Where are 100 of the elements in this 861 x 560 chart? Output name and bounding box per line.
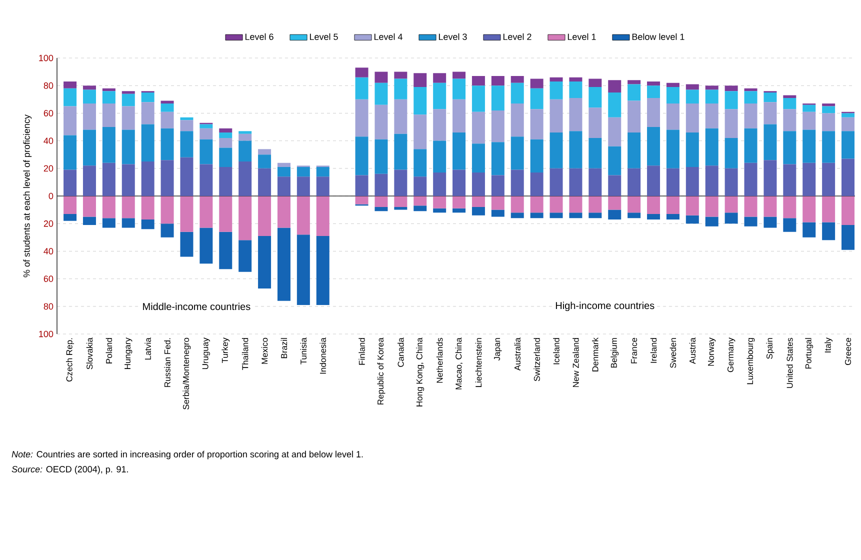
bar xyxy=(764,160,777,196)
bar xyxy=(647,86,660,98)
x-tick-label: Uruguay xyxy=(202,338,210,370)
bar xyxy=(277,228,290,301)
bar xyxy=(705,86,718,90)
bar xyxy=(842,196,855,225)
bar xyxy=(569,81,582,98)
bar xyxy=(550,196,563,213)
bar xyxy=(238,196,252,240)
x-tick-label: Hungary xyxy=(124,338,132,369)
bar xyxy=(628,196,641,213)
bar xyxy=(569,77,582,82)
bar xyxy=(200,128,213,140)
bar xyxy=(666,104,680,130)
y-tick-label: 60 xyxy=(44,276,54,282)
x-tick-label: Netherlands xyxy=(436,338,443,383)
bar xyxy=(608,210,622,220)
bar xyxy=(433,109,446,141)
bar xyxy=(238,140,252,162)
x-tick-label: Mexico xyxy=(261,338,268,364)
bar xyxy=(141,219,154,230)
bar xyxy=(102,127,116,163)
bar xyxy=(569,212,582,218)
bar xyxy=(180,196,194,232)
bar xyxy=(822,131,836,163)
bar xyxy=(200,196,213,228)
bar xyxy=(472,144,485,173)
bar xyxy=(433,73,446,83)
x-tick-label: Spain xyxy=(766,338,774,359)
bar xyxy=(842,158,855,196)
bar xyxy=(666,196,680,214)
bar xyxy=(472,172,485,196)
bar xyxy=(277,196,290,228)
x-tick-label: Indonesia xyxy=(320,338,326,374)
bar xyxy=(433,82,446,110)
x-tick-label: Liechtenstein xyxy=(475,338,482,387)
x-tick-label: Australia xyxy=(514,338,520,371)
y-tick-label: 60 xyxy=(44,110,54,116)
bar xyxy=(219,167,232,196)
bar xyxy=(783,98,796,110)
bar xyxy=(686,84,699,90)
bar xyxy=(355,99,368,137)
bar xyxy=(744,216,758,226)
bar xyxy=(686,196,699,216)
bar xyxy=(550,168,563,196)
bar xyxy=(141,124,154,162)
bar xyxy=(628,132,641,168)
bar xyxy=(569,131,582,168)
bar xyxy=(258,154,272,168)
bar xyxy=(491,210,504,217)
bar xyxy=(705,104,718,128)
bar xyxy=(842,117,855,132)
bar xyxy=(744,162,758,196)
bar xyxy=(219,232,232,270)
bar xyxy=(82,166,96,196)
bar xyxy=(705,216,718,226)
bar xyxy=(200,228,213,264)
bar xyxy=(296,234,310,306)
bar xyxy=(608,92,622,118)
y-axis-title: % of students at each level of proficiency xyxy=(23,114,32,278)
bar xyxy=(705,196,718,217)
bar xyxy=(705,90,718,104)
bar xyxy=(628,100,641,133)
bar xyxy=(102,162,116,196)
bar xyxy=(452,132,466,170)
bar xyxy=(160,128,174,160)
bar xyxy=(802,104,816,112)
x-tick-label: Tunisia xyxy=(300,338,307,364)
bar xyxy=(277,167,290,177)
x-tick-label: Italy xyxy=(824,338,833,352)
bar xyxy=(102,218,116,228)
y-tick-label: 40 xyxy=(44,248,54,254)
bar xyxy=(414,206,427,212)
bar xyxy=(374,72,388,83)
bar xyxy=(647,214,660,220)
bar xyxy=(64,81,77,88)
bar xyxy=(180,232,194,257)
bar xyxy=(550,132,563,168)
bar xyxy=(802,130,816,163)
bar xyxy=(160,104,174,112)
bar xyxy=(355,77,368,100)
bar xyxy=(258,236,272,288)
x-tick-label: Brazil xyxy=(280,338,288,358)
bar xyxy=(802,196,816,222)
bar xyxy=(647,127,660,166)
bar xyxy=(530,212,544,218)
bar xyxy=(296,167,310,177)
bar xyxy=(452,99,466,133)
x-tick-label: Thailand xyxy=(242,338,248,370)
x-tick-label: Norway xyxy=(708,338,716,366)
y-tick-label: 100 xyxy=(39,54,54,62)
x-tick-label: Sweden xyxy=(670,338,676,368)
bar xyxy=(686,132,699,168)
bar xyxy=(102,196,116,218)
bar xyxy=(764,124,777,160)
bar xyxy=(238,131,252,134)
bar xyxy=(219,132,232,138)
bar xyxy=(394,207,408,210)
bar xyxy=(433,196,446,208)
bar xyxy=(744,104,758,128)
